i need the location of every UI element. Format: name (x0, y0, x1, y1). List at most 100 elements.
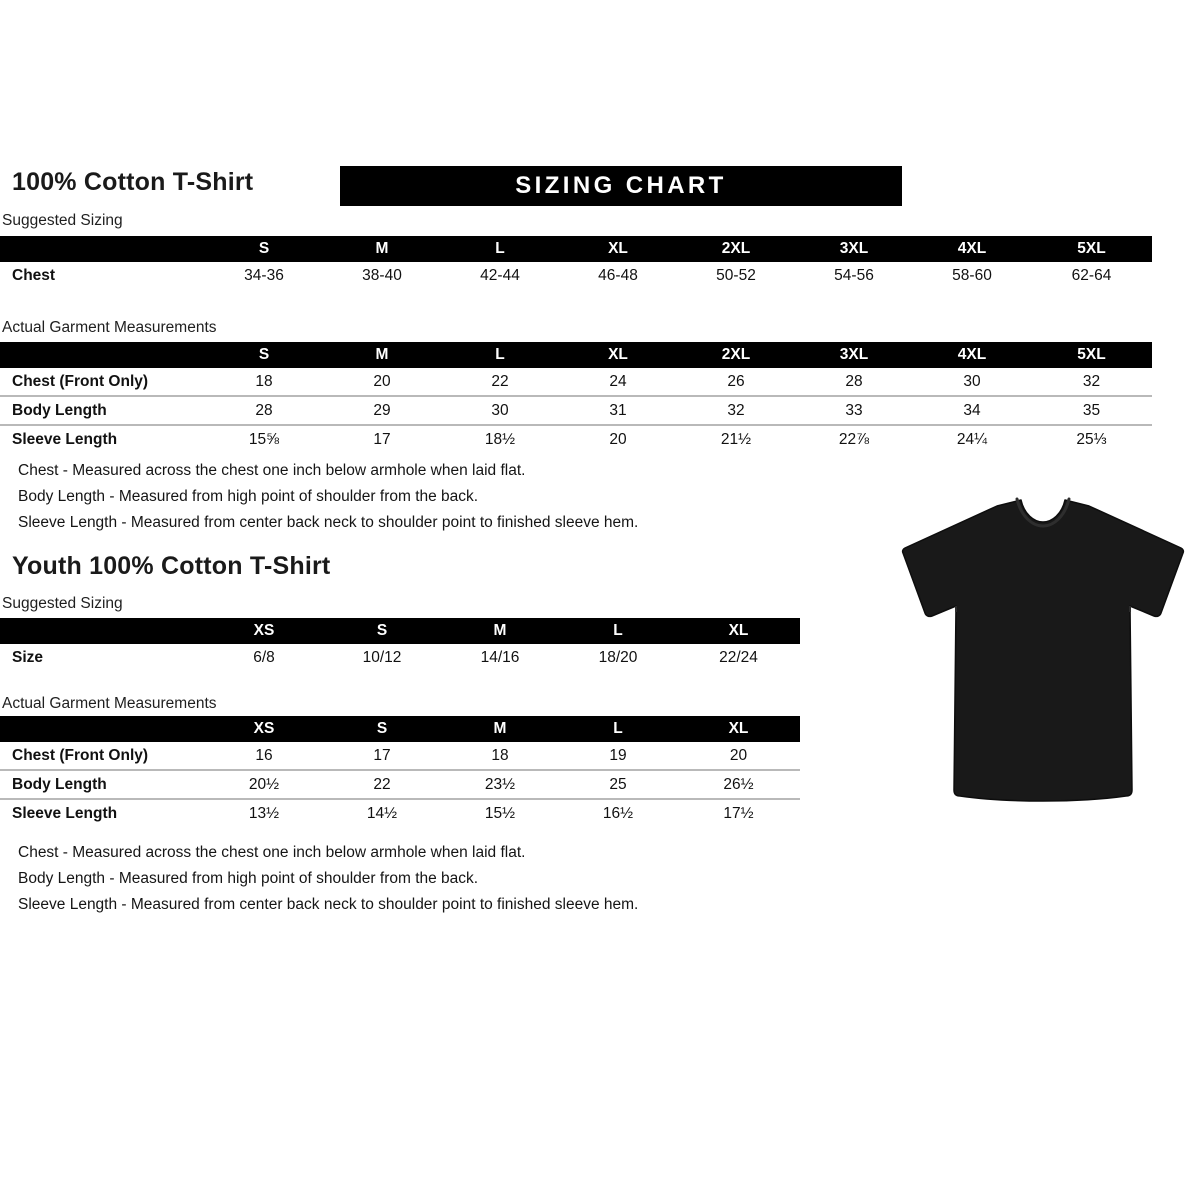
cell-bodylength-m: 23½ (441, 770, 559, 800)
tshirt-icon (901, 497, 1185, 802)
col-head-xl: XL (608, 240, 628, 257)
cell-sleeve-3xl: 22⅞ (838, 430, 870, 448)
row-label-body-length: Body Length (0, 770, 205, 800)
cell-chestfront-s: 18 (205, 368, 323, 397)
cell-sleeve-m: 15½ (484, 804, 516, 822)
note-sleeve-length: Sleeve Length - Measured from center bac… (18, 896, 639, 913)
table-row: Chest (Front Only) 16 17 18 19 20 (0, 742, 800, 771)
cell-chestfront-m: 18 (441, 742, 559, 771)
cell-chest-4xl: 58-60 (952, 266, 992, 284)
col-head-l: L (613, 720, 623, 737)
col-head-5xl: 5XL (1077, 240, 1106, 257)
cell-bodylength-3xl: 33 (795, 396, 913, 426)
row-label-sleeve-length: Sleeve Length (12, 804, 118, 822)
cell-size-xl: 22/24 (719, 648, 758, 666)
cell-bodylength-xs: 20½ (205, 770, 323, 800)
cell-bodylength-xl: 26½ (677, 770, 800, 800)
row-label-chest-front-only: Chest (Front Only) (0, 742, 205, 771)
row-label-sleeve-length: Sleeve Length (12, 430, 118, 448)
cell-sleeve-s: 14½ (366, 804, 398, 822)
youth-suggested-sizing-table: XS S M L XL Size 6/8 10/12 14/16 18/20 2… (0, 618, 800, 671)
adult-suggested-sizing-table: S M L XL 2XL 3XL 4XL 5XL Chest 34-36 38-… (0, 236, 1152, 289)
col-head-xs: XS (253, 720, 275, 737)
col-head-s: S (258, 240, 270, 257)
cell-sleeve-5xl: 25⅓ (1076, 430, 1107, 448)
cell-sleeve-xl: 20 (609, 430, 627, 448)
table-row: Body Length 20½ 22 23½ 25 26½ (0, 770, 800, 800)
cell-chestfront-l: 19 (559, 742, 677, 771)
col-head-l: L (495, 346, 505, 363)
col-head-2xl: 2XL (721, 346, 751, 363)
col-head-rowlabel (0, 342, 205, 368)
cell-sleeve-4xl: 24¼ (956, 430, 988, 448)
product-image-black-tshirt (893, 470, 1193, 810)
col-head-2xl: 2XL (721, 240, 751, 257)
cell-bodylength-4xl: 34 (913, 396, 1031, 426)
cell-chest-3xl: 54-56 (834, 266, 874, 284)
cell-size-l: 18/20 (598, 648, 638, 666)
cell-bodylength-s: 22 (323, 770, 441, 800)
cell-chest-l: 42-44 (480, 266, 520, 284)
cell-chestfront-s: 17 (323, 742, 441, 771)
col-head-xl: XL (728, 622, 749, 639)
note-chest: Chest - Measured across the chest one in… (18, 844, 526, 861)
cell-size-s: 10/12 (362, 648, 402, 666)
col-head-rowlabel (0, 716, 205, 742)
cell-chestfront-xs: 16 (205, 742, 323, 771)
cell-sleeve-xs: 13½ (248, 804, 280, 822)
cell-chestfront-xl: 20 (677, 742, 800, 771)
cell-chest-m: 38-40 (362, 266, 402, 284)
sizing-chart-banner-text: SIZING CHART (515, 172, 727, 199)
cell-bodylength-5xl: 35 (1031, 396, 1152, 426)
col-head-rowlabel (0, 236, 205, 262)
col-head-m: M (493, 720, 507, 737)
adult-garment-measurements-table: S M L XL 2XL 3XL 4XL 5XL Chest (Front On… (0, 342, 1152, 453)
cell-chestfront-4xl: 30 (913, 368, 1031, 397)
col-head-xs: XS (253, 622, 275, 639)
cell-chestfront-2xl: 26 (677, 368, 795, 397)
table-row: Chest (Front Only) 18 20 22 24 26 28 30 … (0, 368, 1152, 397)
note-body-length: Body Length - Measured from high point o… (18, 870, 479, 887)
cell-chestfront-5xl: 32 (1031, 368, 1152, 397)
table-row: Chest 34-36 38-40 42-44 46-48 50-52 54-5… (0, 262, 1152, 289)
cell-chestfront-xl: 24 (559, 368, 677, 397)
cell-chestfront-l: 22 (441, 368, 559, 397)
col-head-m: M (375, 240, 389, 257)
col-head-xl: XL (728, 720, 749, 737)
cell-sleeve-l: 18½ (484, 430, 516, 448)
cell-chest-s: 34-36 (244, 266, 284, 284)
table-header-row: S M L XL 2XL 3XL 4XL 5XL (0, 342, 1152, 368)
cell-size-xs: 6/8 (253, 648, 275, 666)
table-row: Size 6/8 10/12 14/16 18/20 22/24 (0, 644, 800, 671)
col-head-s: S (376, 720, 388, 737)
note-sleeve-length: Sleeve Length - Measured from center bac… (18, 514, 639, 531)
youth-garment-measurements-table: XS S M L XL Chest (Front Only) 16 17 18 … (0, 716, 800, 827)
table-header-row: S M L XL 2XL 3XL 4XL 5XL (0, 236, 1152, 262)
adult-measurements-label: Actual Garment Measurements (2, 319, 217, 336)
col-head-m: M (375, 346, 389, 363)
cell-bodylength-l: 25 (559, 770, 677, 800)
cell-chest-2xl: 50-52 (716, 266, 756, 284)
col-head-3xl: 3XL (839, 240, 869, 257)
cell-sleeve-l: 16½ (602, 804, 634, 822)
col-head-5xl: 5XL (1077, 346, 1106, 363)
cell-size-m: 14/16 (480, 648, 520, 666)
adult-section-title: 100% Cotton T-Shirt (12, 168, 254, 196)
cell-chest-xl: 46-48 (598, 266, 638, 284)
col-head-s: S (258, 346, 270, 363)
col-head-4xl: 4XL (957, 240, 987, 257)
note-chest: Chest - Measured across the chest one in… (18, 462, 526, 479)
cell-bodylength-2xl: 32 (677, 396, 795, 426)
table-row: Sleeve Length 15⅝ 17 18½ 20 21½ 22⅞ 24¼ … (0, 425, 1152, 453)
cell-sleeve-s: 15⅝ (248, 430, 280, 448)
youth-section-title: Youth 100% Cotton T-Shirt (12, 552, 331, 580)
table-header-row: XS S M L XL (0, 618, 800, 644)
cell-bodylength-m: 29 (323, 396, 441, 426)
youth-suggested-sizing-label: Suggested Sizing (2, 595, 123, 612)
cell-sleeve-2xl: 21½ (720, 430, 752, 448)
cell-chest-5xl: 62-64 (1071, 266, 1112, 284)
cell-sleeve-xl: 17½ (723, 804, 754, 822)
col-head-l: L (495, 240, 505, 257)
adult-suggested-sizing-label: Suggested Sizing (2, 212, 123, 229)
col-head-m: M (493, 622, 507, 639)
